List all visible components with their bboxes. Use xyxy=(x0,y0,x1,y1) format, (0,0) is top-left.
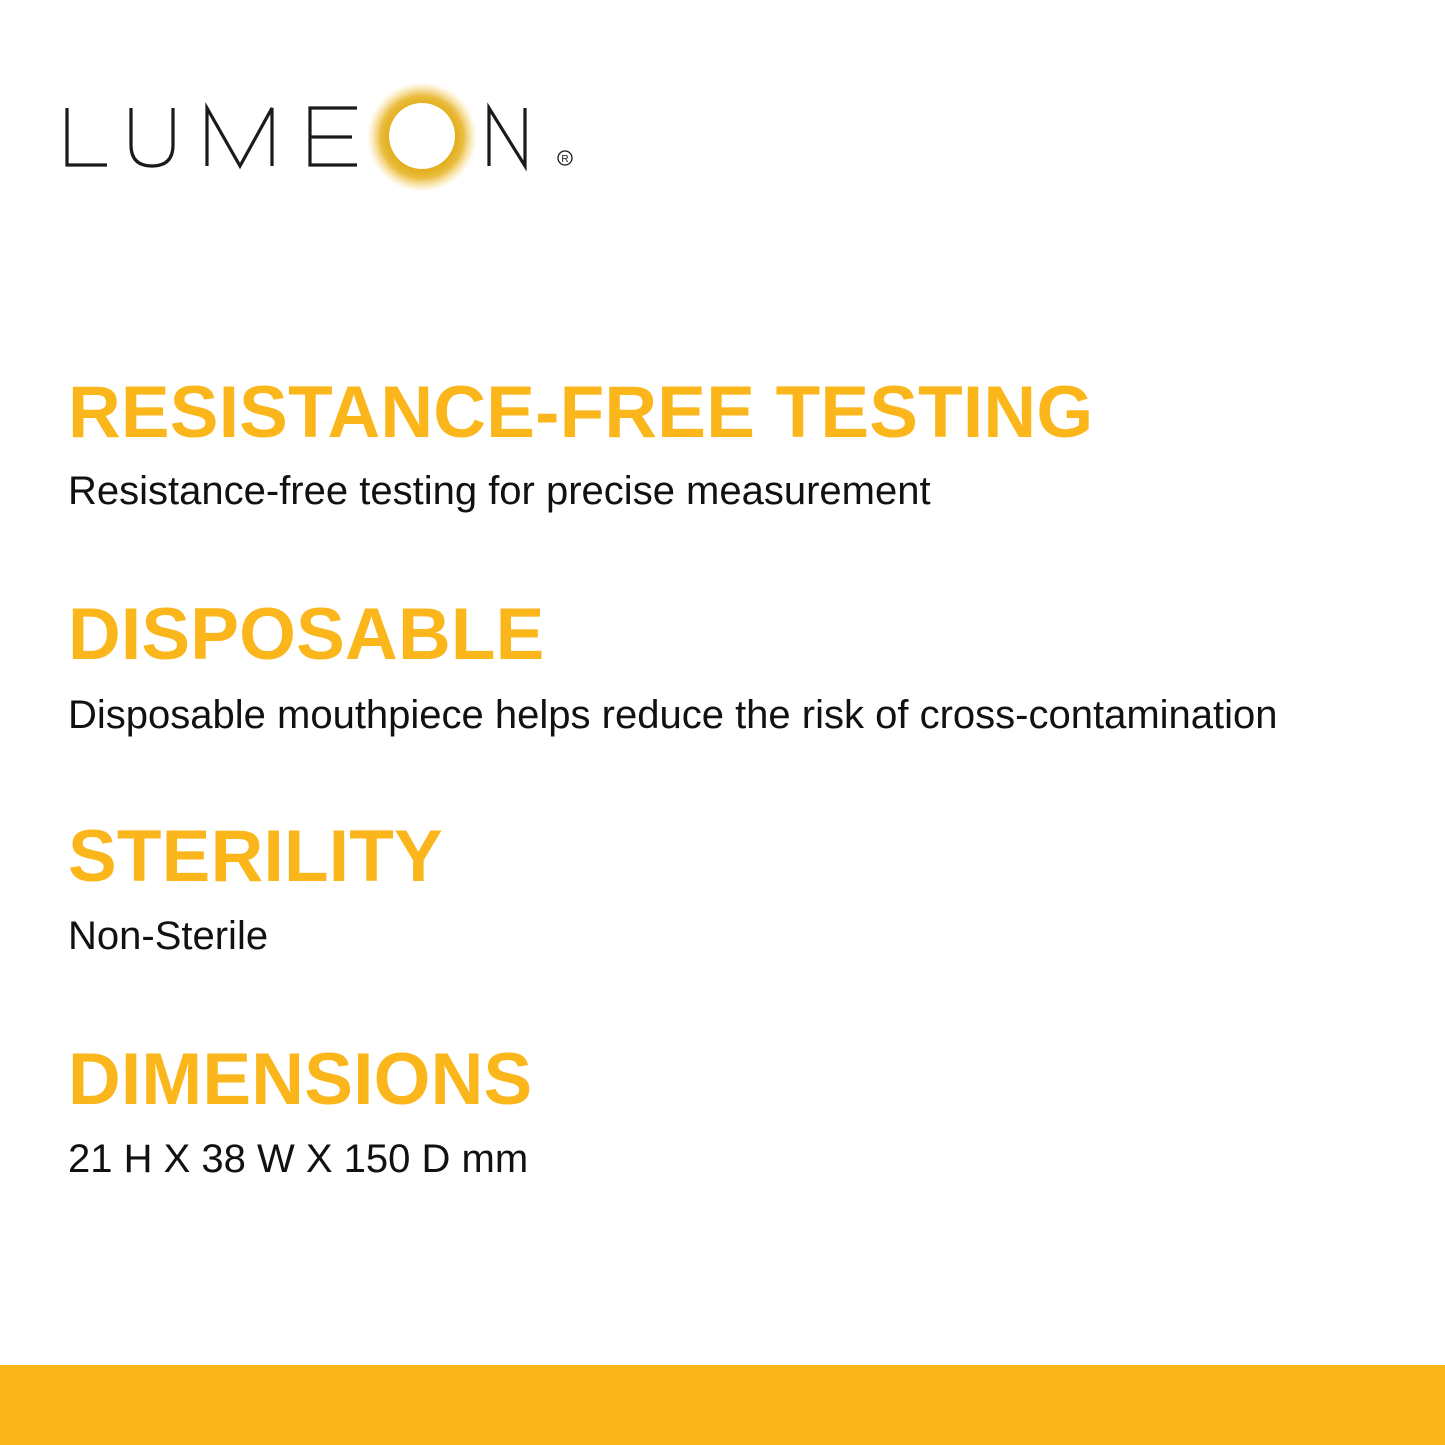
heading-sterility: STERILITY xyxy=(68,816,443,897)
svg-text:R: R xyxy=(561,154,568,165)
text-sterility: Non-Sterile xyxy=(68,914,269,958)
text-dimensions: 21 H X 38 W X 150 D mm xyxy=(68,1137,529,1181)
heading-dimensions: DIMENSIONS xyxy=(68,1039,533,1120)
lumeon-logo: R xyxy=(65,82,573,192)
footer-accent-bar xyxy=(0,1365,1445,1445)
text-disposable: Disposable mouthpiece helps reduce the r… xyxy=(68,693,1278,737)
text-resistance-free-testing: Resistance-free testing for precise meas… xyxy=(68,469,931,513)
heading-disposable: DISPOSABLE xyxy=(68,594,545,675)
heading-resistance-free-testing: RESISTANCE-FREE TESTING xyxy=(68,372,1094,453)
